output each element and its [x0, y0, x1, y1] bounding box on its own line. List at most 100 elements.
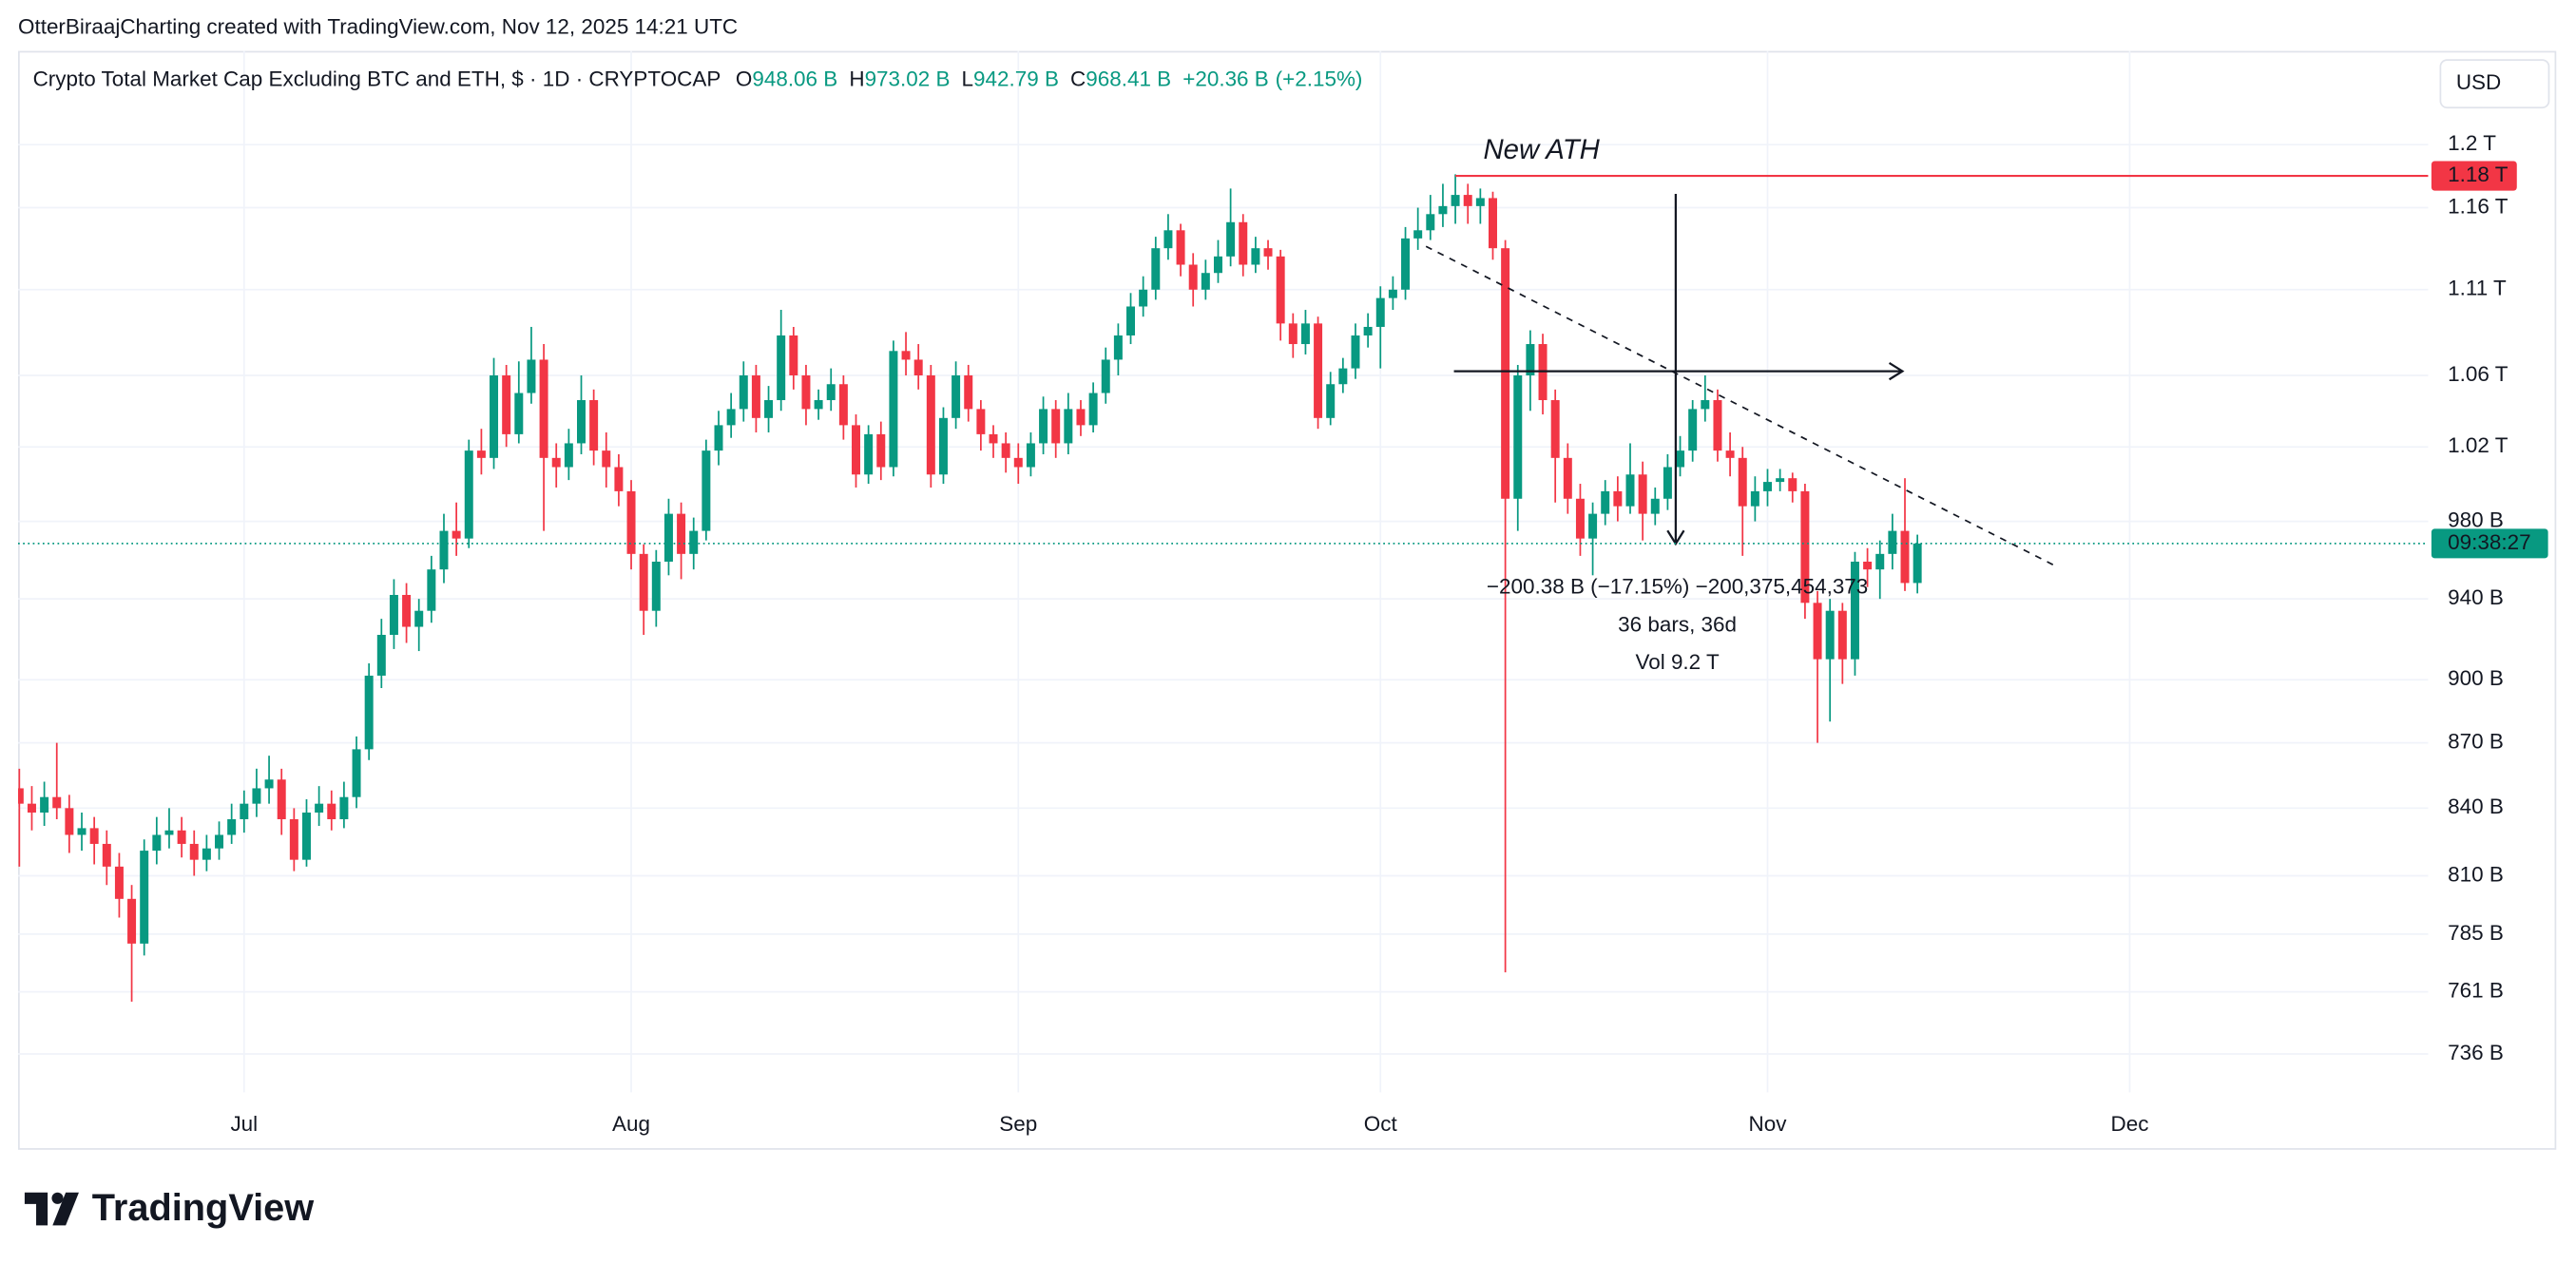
candle-body: [1051, 409, 1061, 444]
candle-body: [1738, 457, 1747, 507]
candle-body: [1638, 474, 1647, 514]
x-tick-label: Oct: [1364, 1112, 1398, 1136]
currency-button[interactable]: [2439, 59, 2550, 109]
candle-body: [1526, 344, 1535, 375]
candle-body: [838, 384, 848, 426]
candle-body: [427, 569, 436, 611]
candle-body: [402, 594, 412, 627]
candle-body: [551, 457, 561, 468]
candle-body: [514, 393, 524, 434]
candle-body: [1064, 409, 1073, 444]
ohlc-key: H: [849, 67, 864, 91]
candle-body: [739, 374, 748, 410]
candle-body: [1676, 450, 1685, 468]
candle-body: [65, 808, 74, 835]
candle-body: [1139, 289, 1148, 307]
candle-body: [1850, 561, 1859, 660]
candle-body: [726, 409, 736, 426]
candle-body: [702, 450, 711, 531]
candle-body: [789, 335, 798, 375]
candle-body: [1563, 457, 1572, 499]
candle-body: [315, 803, 324, 813]
measure-label: Vol 9.2 T: [1635, 650, 1719, 674]
candle-body: [1837, 610, 1847, 660]
y-tick-label: 1.06 T: [2448, 362, 2509, 386]
candle-body: [1488, 198, 1497, 249]
brand-logo: TradingView: [24, 1187, 314, 1229]
candle-body: [301, 812, 311, 860]
candle-body: [202, 848, 211, 860]
candle-body: [1688, 409, 1698, 451]
candle-body: [1663, 467, 1672, 499]
measure-arrow: [1888, 362, 1905, 381]
candle-body: [564, 443, 573, 468]
candle-body: [364, 675, 374, 750]
candle-body: [1151, 248, 1161, 290]
ath-tag-label: 1.18 T: [2448, 163, 2509, 186]
candle-body: [1613, 490, 1623, 507]
candle-body: [452, 530, 461, 539]
y-tick-label: 736 B: [2448, 1041, 2504, 1064]
candle-body: [140, 851, 149, 944]
candle-body: [1300, 323, 1310, 345]
candle-body: [1076, 409, 1086, 426]
candle-body: [1501, 248, 1510, 499]
candle-body: [1625, 474, 1635, 507]
candle-body: [114, 866, 124, 899]
candle-body: [1588, 513, 1598, 539]
candle-body: [352, 749, 361, 797]
candle-body: [1438, 205, 1448, 215]
candle-body: [227, 819, 237, 835]
candle-body: [1575, 498, 1585, 539]
candle-body: [1701, 400, 1710, 410]
x-tick-label: Sep: [999, 1112, 1037, 1136]
candle-body: [577, 400, 586, 444]
candle-body: [876, 433, 886, 468]
candle-body: [215, 834, 224, 849]
candle-body: [1088, 393, 1098, 426]
candle-body: [689, 530, 699, 554]
candle-body: [1401, 238, 1411, 290]
candle-body: [801, 374, 811, 410]
candle-body: [252, 788, 261, 804]
ath-annotation: New ATH: [1483, 134, 1600, 165]
candle-body: [539, 359, 548, 458]
candle-body: [1338, 368, 1348, 385]
candle-body: [1239, 221, 1248, 265]
currency-label[interactable]: USD: [2456, 70, 2501, 94]
chart-header: Crypto Total Market Cap Excluding BTC an…: [33, 67, 1363, 91]
y-tick-label: 940 B: [2448, 585, 2504, 609]
candle-body: [1326, 384, 1336, 418]
candle-body: [1163, 230, 1173, 249]
y-tick-label: 900 B: [2448, 666, 2504, 690]
candle-body: [102, 843, 111, 867]
candle-body: [527, 359, 536, 393]
candle-body: [164, 830, 174, 835]
candle-body: [502, 374, 511, 434]
ath-tag: [2431, 161, 2517, 191]
ohlc-value: 942.79 B: [973, 67, 1059, 91]
candle-body: [1900, 530, 1910, 584]
candle-body: [1650, 498, 1660, 514]
candle-body: [1176, 230, 1185, 265]
candle-body: [913, 359, 923, 375]
candle-body: [938, 417, 948, 475]
candle-body: [1126, 306, 1136, 335]
candle-body: [1713, 400, 1722, 451]
candle-body: [1314, 323, 1323, 418]
candle-body: [1113, 335, 1123, 360]
change-value: +20.36 B: [1182, 67, 1269, 91]
ohlc-value: 948.06 B: [752, 67, 837, 91]
candle-body: [814, 400, 823, 410]
y-tick-label: 1.02 T: [2448, 433, 2509, 457]
candle-body: [89, 828, 99, 844]
candle-body: [651, 561, 661, 611]
candle-body: [339, 796, 349, 820]
y-tick-label: 980 B: [2448, 508, 2504, 532]
ohlc-value: 973.02 B: [865, 67, 951, 91]
y-tick-label: 840 B: [2448, 795, 2504, 818]
plot-area: [18, 174, 1922, 1002]
candle-body: [1451, 195, 1460, 206]
